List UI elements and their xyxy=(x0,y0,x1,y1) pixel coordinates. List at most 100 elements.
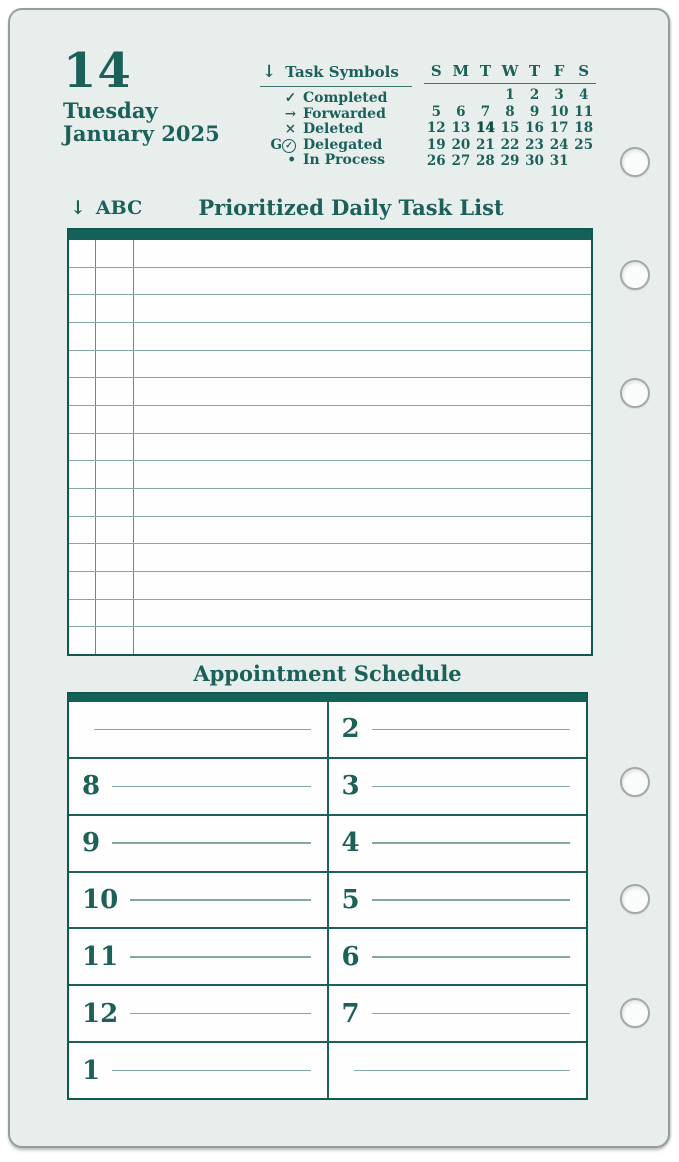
hour-label: 6 xyxy=(341,941,360,972)
weekday-label: Tuesday xyxy=(63,98,158,123)
task-priority-cell xyxy=(69,516,96,544)
writing-line xyxy=(94,728,311,731)
task-row xyxy=(69,544,591,573)
task-text-cell xyxy=(134,517,591,544)
appointment-cell-left: 1 xyxy=(69,1043,327,1098)
appointment-cell-left: 12 xyxy=(69,986,327,1041)
task-row xyxy=(69,240,591,268)
calendar-day-header: T xyxy=(528,62,541,80)
task-abc-cell xyxy=(96,323,134,350)
task-priority-cell xyxy=(69,378,96,406)
calendar-day: 3 xyxy=(554,87,564,103)
appointment-cell-left: 10 xyxy=(69,873,327,928)
writing-line xyxy=(353,1069,570,1072)
prioritized-task-list-table xyxy=(67,228,593,656)
task-symbols-title: ↓ Task Symbols xyxy=(260,62,412,87)
task-row xyxy=(69,406,591,434)
task-priority-cell xyxy=(69,433,96,461)
calendar-day-header: T xyxy=(479,62,491,80)
writing-line xyxy=(130,956,311,958)
appointment-cell-left: 9 xyxy=(69,816,327,871)
task-priority-cell xyxy=(69,461,96,489)
task-row xyxy=(69,323,591,351)
task-text-cell xyxy=(134,268,591,295)
task-text-cell xyxy=(134,351,591,378)
appointment-cell-right: 6 xyxy=(326,929,587,985)
task-list-title: Prioritized Daily Task List xyxy=(198,195,504,220)
task-priority-cell xyxy=(69,489,96,516)
appointment-cell-left: 8 xyxy=(69,759,327,814)
task-rows xyxy=(69,240,591,655)
task-priority-cell xyxy=(69,350,96,378)
calendar-day-header: W xyxy=(501,62,519,80)
legend-symbol-icon: G ✓ xyxy=(260,137,303,154)
hour-label: 11 xyxy=(82,941,119,972)
binder-hole xyxy=(620,884,650,914)
writing-line xyxy=(371,728,570,731)
task-row xyxy=(69,489,591,517)
task-abc-cell xyxy=(96,572,134,599)
task-priority-cell xyxy=(69,240,96,267)
task-row xyxy=(69,627,591,655)
task-abc-cell xyxy=(96,267,134,295)
legend-symbol-icon: ✓ xyxy=(284,90,296,106)
legend-item: ✓ Completed xyxy=(260,90,412,107)
hour-label: 5 xyxy=(341,885,360,915)
appointment-schedule-title: Appointment Schedule xyxy=(193,661,462,686)
task-symbols-title-text: Task Symbols xyxy=(285,63,399,81)
task-row xyxy=(69,378,591,407)
task-abc-cell xyxy=(96,350,134,378)
calendar-day: 29 xyxy=(500,153,520,169)
task-text-cell xyxy=(134,572,591,599)
calendar-day: 20 xyxy=(451,136,471,153)
calendar-day: 10 xyxy=(549,103,569,120)
task-abc-cell xyxy=(96,489,134,516)
task-symbols-legend: ↓ Task Symbols ✓ Completed → Forwarded × Dele… xyxy=(260,62,412,169)
calendar-day: 7 xyxy=(480,103,491,120)
task-text-cell xyxy=(134,544,591,571)
calendar-day: 28 xyxy=(476,153,495,169)
task-symbols-list: ✓ Completed → Forwarded × Deleted G ✓ Delegated •… xyxy=(260,90,412,169)
appointment-row: 1 xyxy=(69,1043,586,1099)
abc-label-text: ABC xyxy=(95,197,143,219)
writing-line xyxy=(371,956,570,958)
legend-symbol-icon: • xyxy=(287,152,296,168)
task-priority-cell xyxy=(69,406,96,433)
hour-label: 7 xyxy=(341,998,360,1029)
writing-line xyxy=(371,842,570,844)
task-row xyxy=(69,516,591,545)
appointment-cell-left xyxy=(69,702,327,757)
calendar-day: 6 xyxy=(456,103,466,120)
down-arrow-icon: ↓ xyxy=(70,197,86,219)
date-number: 14 xyxy=(63,43,132,99)
task-abc-cell xyxy=(96,516,134,544)
writing-line xyxy=(130,1012,311,1015)
calendar-day: 27 xyxy=(451,153,471,169)
month-year-label: January 2025 xyxy=(63,121,220,146)
legend-item: × Deleted xyxy=(260,121,412,138)
hour-label: 12 xyxy=(82,998,119,1029)
calendar-day xyxy=(449,87,474,104)
legend-label: Delegated xyxy=(303,136,383,153)
legend-label: In Process xyxy=(303,152,386,168)
appointment-row: 10 5 xyxy=(69,872,586,930)
date-header: 14 Tuesday January 2025 xyxy=(63,46,220,145)
task-row xyxy=(69,267,591,296)
appointment-table-header-bar xyxy=(69,694,586,702)
appointment-row: 2 xyxy=(69,702,586,759)
task-priority-cell xyxy=(69,627,96,655)
appointment-cell-right: 2 xyxy=(326,702,587,757)
calendar-day: 25 xyxy=(574,136,594,153)
calendar-day: 1 xyxy=(505,87,515,103)
writing-line xyxy=(112,785,311,788)
calendar-day: 11 xyxy=(574,103,594,120)
task-text-cell xyxy=(134,600,591,627)
writing-line xyxy=(371,785,570,788)
task-text-cell xyxy=(134,378,591,405)
task-text-cell xyxy=(134,295,591,322)
calendar-day: 17 xyxy=(549,120,569,136)
task-row xyxy=(69,572,591,600)
binder-hole xyxy=(620,147,650,177)
legend-symbol-icon: → xyxy=(284,105,296,122)
